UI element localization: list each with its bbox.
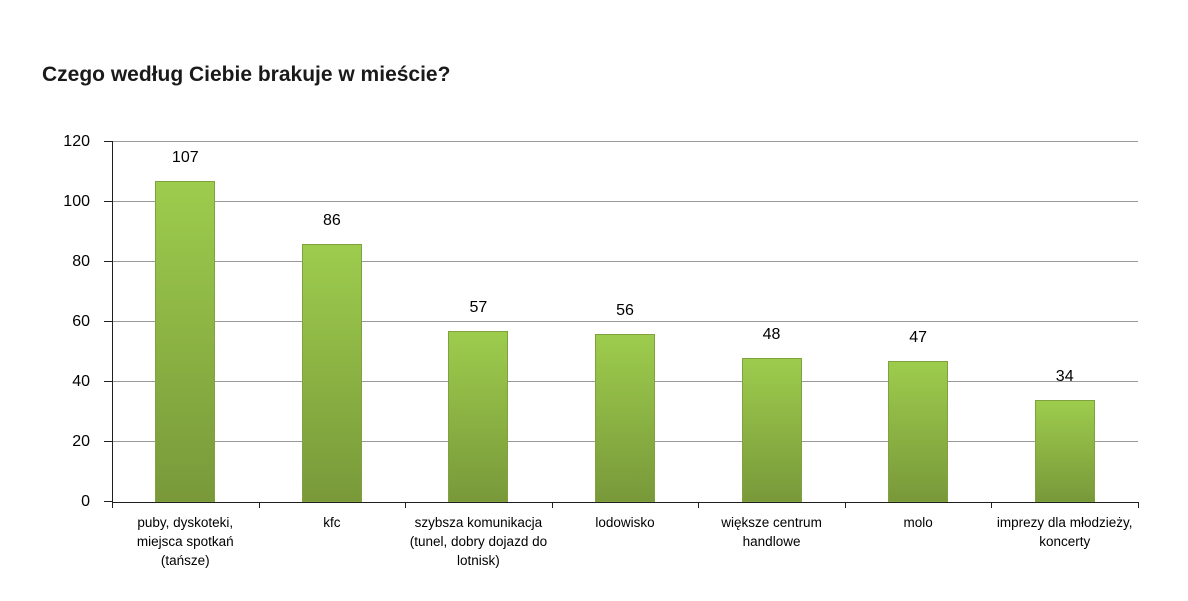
y-axis-tick-label: 120 xyxy=(63,133,90,150)
x-axis-category-label: większe centrum handlowe xyxy=(721,515,822,549)
gridline xyxy=(112,141,1138,142)
y-axis-tick xyxy=(104,381,112,382)
x-axis-tick xyxy=(1138,503,1139,508)
y-axis-tick xyxy=(104,201,112,202)
y-axis-tick xyxy=(104,501,112,502)
bar-value-label: 107 xyxy=(171,149,199,166)
bar-value-label: 56 xyxy=(616,302,634,319)
bar xyxy=(595,334,655,502)
x-axis-tick xyxy=(405,503,407,508)
bar xyxy=(448,331,509,502)
y-axis-tick-label: 20 xyxy=(72,433,90,450)
y-axis-tick xyxy=(104,441,112,442)
bar-value-label: 86 xyxy=(322,212,341,229)
x-axis-category-label: lodowisko xyxy=(595,515,655,530)
x-axis-category-label: kfc xyxy=(323,515,341,530)
gridline xyxy=(112,321,1138,322)
bar xyxy=(888,361,949,502)
x-axis-category-label: molo xyxy=(903,515,933,530)
x-axis-line xyxy=(112,502,1139,503)
x-axis-tick xyxy=(258,503,260,508)
bar xyxy=(741,358,802,502)
bar xyxy=(301,244,362,502)
x-axis-tick xyxy=(698,503,700,508)
bar-value-label: 57 xyxy=(469,299,488,316)
y-axis-tick-label: 80 xyxy=(72,253,90,270)
gridline xyxy=(112,201,1138,202)
chart-title: Czego według Ciebie brakuje w mieście? xyxy=(42,63,451,86)
y-axis-tick xyxy=(104,261,112,262)
bar-value-label: 48 xyxy=(762,326,781,343)
x-axis-tick xyxy=(991,503,993,508)
y-axis-tick-label: 40 xyxy=(72,373,90,390)
bar-value-label: 47 xyxy=(909,329,928,346)
y-axis-tick xyxy=(104,321,112,322)
y-axis-tick-label: 60 xyxy=(72,313,90,330)
x-axis-tick xyxy=(551,503,553,508)
x-axis-category-label: puby, dyskoteki, miejsca spotkań (tańsze… xyxy=(136,515,234,568)
bar-value-label: 34 xyxy=(1055,368,1074,385)
y-axis-tick-label: 0 xyxy=(81,493,90,510)
y-axis-tick xyxy=(104,141,112,142)
x-axis-tick xyxy=(844,503,846,508)
gridline xyxy=(112,261,1138,262)
x-axis-tick xyxy=(112,503,113,508)
y-axis-tick-label: 100 xyxy=(63,193,90,210)
bar xyxy=(1034,400,1095,502)
bar xyxy=(155,181,216,502)
y-axis-line xyxy=(112,141,113,503)
x-axis-category-label: imprezy dla młodzieży, koncerty xyxy=(996,515,1133,549)
x-axis-category-label: szybsza komunikacja (tunel, dobry dojazd… xyxy=(409,515,548,568)
